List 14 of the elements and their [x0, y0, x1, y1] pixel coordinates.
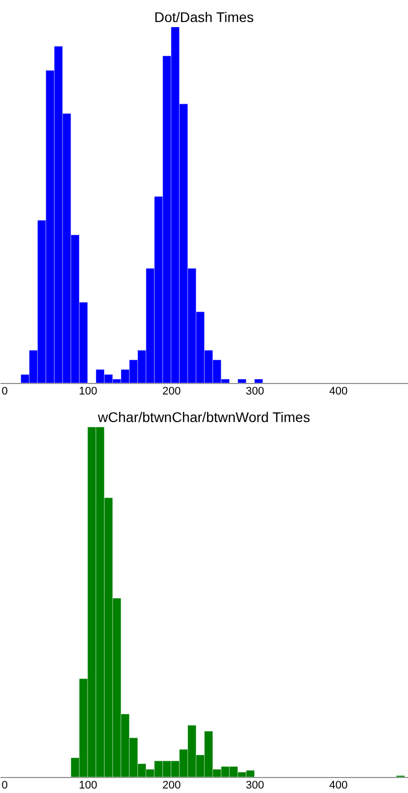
x-tick-label: 100: [78, 386, 98, 398]
bar: [254, 378, 264, 384]
x-tick-label: 300: [246, 780, 264, 792]
x-tick-label: 0: [2, 780, 8, 792]
x-tick-label: 200: [162, 780, 181, 792]
x-tick-label: 400: [329, 386, 348, 398]
x-tick-label: 100: [78, 780, 98, 792]
chart-title: wChar/btwnChar/btwnWord Times: [96, 408, 310, 425]
x-tick-label: 400: [329, 780, 348, 792]
x-tick-label: 0: [2, 386, 8, 398]
chart-title: Dot/Dash Times: [154, 8, 254, 25]
bar: [238, 378, 246, 384]
x-tick-label: 300: [246, 386, 264, 398]
x-tick-label: 200: [162, 386, 181, 398]
